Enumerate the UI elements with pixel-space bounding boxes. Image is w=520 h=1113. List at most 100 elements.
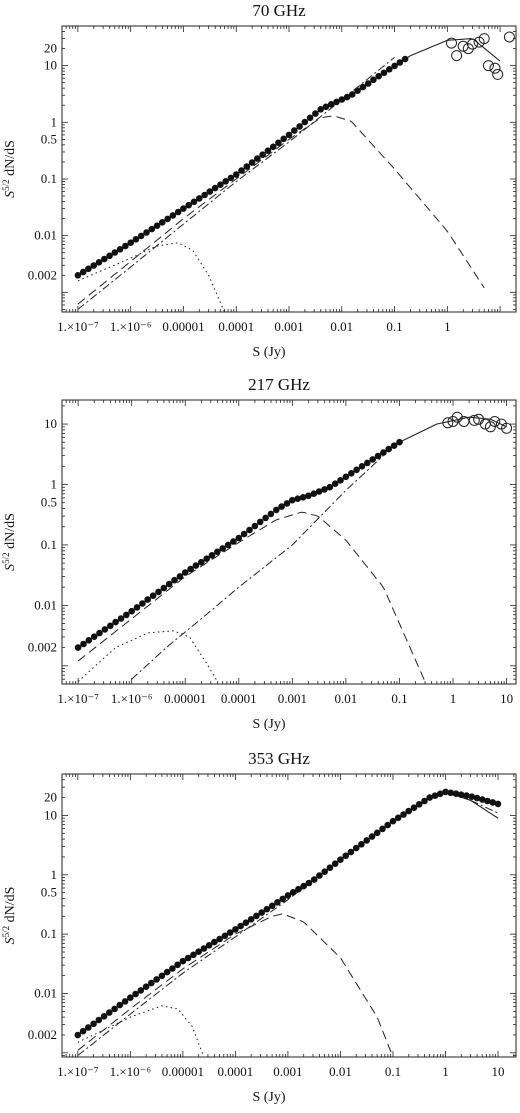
- series-line-dashed: [77, 115, 485, 305]
- data-point: [219, 545, 226, 552]
- data-point: [338, 96, 346, 103]
- data-point: [137, 232, 145, 240]
- data-point: [190, 198, 198, 206]
- data-point: [74, 1031, 82, 1039]
- data-point: [144, 596, 151, 603]
- data-point: [352, 844, 360, 852]
- x-tick-label: 0.00001: [162, 1064, 204, 1079]
- data-point: [468, 793, 476, 800]
- count-point: [458, 416, 470, 427]
- data-point: [321, 868, 329, 875]
- data-point: [106, 252, 113, 260]
- data-point: [331, 860, 339, 867]
- data-point: [232, 171, 240, 178]
- data-point: [337, 477, 344, 484]
- data-point: [238, 167, 245, 174]
- x-tick-label: 1: [442, 1064, 449, 1079]
- data-point: [358, 463, 366, 470]
- y-tick-label: 1: [51, 476, 58, 491]
- x-tick-label: 1.×10⁻⁷: [57, 1064, 98, 1079]
- y-axis-label-sup: 5/2: [1, 552, 11, 564]
- x-tick-label: 0.01: [330, 319, 353, 334]
- y-tick-label: 20: [44, 790, 57, 805]
- data-point: [291, 127, 298, 134]
- data-point: [171, 576, 178, 584]
- series-line-dashdot: [131, 455, 384, 680]
- data-point: [246, 526, 253, 534]
- y-tick-label: 0.002: [28, 640, 57, 655]
- data-point: [384, 821, 392, 829]
- data-point: [111, 249, 119, 256]
- x-tick-label: 0.0001: [218, 1064, 254, 1079]
- data-point: [300, 882, 308, 890]
- data-point: [148, 225, 156, 233]
- data-point: [121, 998, 129, 1005]
- data-point: [301, 118, 309, 126]
- data-point: [337, 856, 344, 863]
- data-point: [401, 55, 409, 63]
- data-point: [169, 965, 176, 972]
- x-tick-label: 1: [450, 691, 457, 706]
- data-point: [253, 155, 261, 162]
- y-tick-label: 1: [51, 867, 58, 882]
- data-point: [296, 123, 303, 130]
- data-point: [185, 201, 192, 209]
- data-point: [390, 442, 398, 450]
- data-point: [222, 178, 229, 185]
- data-point: [447, 789, 455, 797]
- data-point: [85, 1024, 92, 1031]
- data-point: [396, 59, 404, 66]
- series-line-dotted: [77, 1005, 205, 1057]
- data-point: [79, 1027, 87, 1035]
- data-point: [306, 114, 314, 122]
- count-point: [451, 50, 463, 62]
- data-point: [263, 905, 271, 913]
- data-point: [74, 272, 82, 279]
- data-point: [122, 242, 129, 250]
- series-line-dashed: [77, 511, 426, 682]
- data-point: [181, 569, 189, 576]
- data-point: [169, 212, 177, 219]
- data-point: [374, 452, 382, 460]
- data-point: [142, 983, 150, 990]
- data-point: [196, 195, 203, 202]
- data-point: [278, 503, 285, 510]
- data-point: [316, 872, 323, 879]
- data-point: [153, 222, 161, 229]
- data-point: [331, 480, 339, 488]
- data-point: [111, 1005, 118, 1013]
- data-point: [452, 790, 460, 797]
- data-point: [143, 229, 150, 236]
- data-point: [253, 912, 260, 920]
- data-point: [353, 466, 360, 474]
- y-axis-label: S5/2 dN/dS: [1, 513, 18, 571]
- data-point: [342, 473, 350, 481]
- data-point: [165, 580, 173, 588]
- data-point: [116, 246, 124, 253]
- y-axis-label: S5/2 dN/dS: [1, 140, 18, 198]
- data-point: [256, 518, 264, 526]
- data-point: [326, 864, 334, 871]
- data-point: [405, 807, 413, 815]
- data-point: [149, 592, 157, 599]
- x-axis-label: S (Jy): [252, 1090, 285, 1105]
- data-point: [369, 456, 377, 463]
- x-tick-label: 0.1: [391, 691, 407, 706]
- count-point: [501, 422, 513, 434]
- data-point: [410, 804, 418, 811]
- chart-panel-2: 217 GHz 1.×10⁻⁷ 1.×10⁻⁶ 0.00001 0.0001 0.001 0…: [1, 375, 517, 732]
- data-point: [375, 72, 383, 80]
- x-tick-label: 0.1: [386, 319, 402, 334]
- y-tick-label: 20: [44, 41, 57, 56]
- data-point: [380, 449, 387, 456]
- data-point: [203, 555, 210, 562]
- data-point: [274, 899, 281, 906]
- count-point: [492, 68, 504, 80]
- data-point: [273, 506, 280, 514]
- data-point: [322, 103, 330, 111]
- count-point: [467, 38, 478, 50]
- data-point: [275, 139, 282, 147]
- data-point: [132, 990, 139, 998]
- data-point: [363, 837, 371, 844]
